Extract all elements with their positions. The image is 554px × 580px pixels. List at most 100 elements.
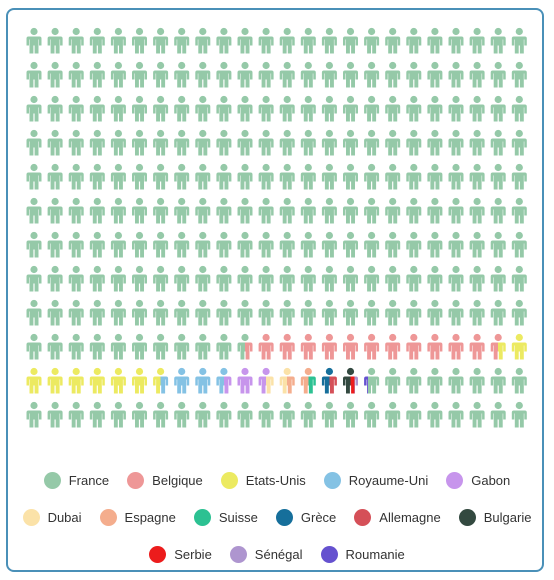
legend-label: Royaume-Uni — [348, 473, 429, 488]
person-icon — [195, 231, 211, 258]
person-icon — [490, 27, 506, 54]
person-icon — [427, 265, 443, 292]
person-icon — [406, 401, 422, 428]
person-icon — [406, 333, 422, 360]
person-icon — [237, 333, 253, 360]
legend-item-etats-unis[interactable]: Etats-Unis — [220, 472, 306, 489]
person-icon — [89, 95, 105, 122]
person-icon — [26, 299, 42, 326]
person-icon — [279, 333, 295, 360]
person-icon — [195, 367, 211, 394]
legend-item-serbie[interactable]: Serbie — [149, 546, 212, 563]
legend-item-senegal[interactable]: Sénégal — [229, 546, 303, 563]
person-icon — [195, 299, 211, 326]
person-icon — [174, 163, 190, 190]
legend-swatch — [149, 546, 167, 563]
legend-item-gabon[interactable]: Gabon — [446, 472, 510, 489]
person-icon — [448, 197, 464, 224]
person-icon — [216, 231, 232, 258]
person-icon — [300, 95, 316, 122]
person-icon — [47, 367, 63, 394]
person-icon — [110, 231, 126, 258]
person-icon — [300, 129, 316, 156]
person-icon — [68, 129, 84, 156]
person-icon — [469, 61, 485, 88]
person-icon — [89, 265, 105, 292]
legend-item-dubai[interactable]: Dubai — [22, 509, 82, 526]
person-icon — [174, 27, 190, 54]
legend-swatch — [354, 509, 372, 526]
person-icon — [279, 231, 295, 258]
person-icon — [321, 367, 337, 394]
person-icon — [364, 95, 380, 122]
legend-item-espagne[interactable]: Espagne — [99, 509, 176, 526]
person-icon — [385, 61, 401, 88]
person-icon — [406, 61, 422, 88]
person-icon — [300, 401, 316, 428]
person-icon — [490, 265, 506, 292]
legend-item-royaume-uni[interactable]: Royaume-Uni — [323, 472, 429, 489]
person-icon — [132, 129, 147, 156]
legend-swatch — [193, 509, 211, 526]
person-icon — [132, 367, 147, 394]
legend-item-belgique[interactable]: Belgique — [127, 472, 203, 489]
person-icon — [490, 299, 506, 326]
person-icon — [300, 231, 316, 258]
person-icon — [321, 163, 337, 190]
person-icon — [174, 95, 190, 122]
legend-item-suisse[interactable]: Suisse — [193, 509, 258, 526]
legend-label: Espagne — [124, 510, 176, 525]
legend-swatch — [275, 509, 293, 526]
person-icon — [216, 299, 232, 326]
person-icon — [385, 333, 401, 360]
person-icon — [364, 299, 380, 326]
legend-item-bulgarie[interactable]: Bulgarie — [458, 509, 531, 526]
person-icon — [343, 333, 358, 360]
person-icon — [343, 401, 358, 428]
person-icon — [68, 367, 84, 394]
person-icon — [132, 197, 147, 224]
person-icon — [448, 299, 464, 326]
person-icon — [490, 333, 506, 360]
person-icon — [258, 265, 274, 292]
legend-item-roumanie[interactable]: Roumanie — [320, 546, 405, 563]
person-icon — [279, 27, 295, 54]
person-icon — [469, 27, 485, 54]
legend-swatch — [99, 509, 117, 526]
person-icon — [47, 265, 63, 292]
person-icon — [364, 367, 380, 394]
person-icon — [26, 163, 42, 190]
person-icon — [258, 231, 274, 258]
person-icon — [216, 61, 232, 88]
person-icon — [68, 95, 84, 122]
legend-item-france[interactable]: France — [43, 472, 109, 489]
person-icon — [385, 401, 401, 428]
person-icon — [68, 333, 84, 360]
person-icon — [153, 401, 169, 428]
person-icon — [26, 231, 42, 258]
person-icon — [364, 333, 380, 360]
person-icon — [321, 27, 337, 54]
person-icon — [469, 95, 485, 122]
person-icon — [89, 333, 105, 360]
person-icon — [279, 197, 295, 224]
person-icon — [511, 333, 527, 360]
person-icon — [300, 61, 316, 88]
person-icon — [490, 163, 506, 190]
person-icon — [216, 129, 232, 156]
legend-item-allemagne[interactable]: Allemagne — [354, 509, 441, 526]
legend-swatch — [127, 472, 145, 489]
person-icon — [364, 197, 380, 224]
person-icon — [385, 95, 401, 122]
person-icon — [258, 129, 274, 156]
person-icon — [132, 95, 147, 122]
person-icon — [406, 367, 422, 394]
person-icon — [195, 61, 211, 88]
person-icon — [132, 401, 147, 428]
person-icon — [343, 27, 358, 54]
person-icon — [110, 95, 126, 122]
legend-row: Dubai Espagne Suisse Grèce Allemagne Bul… — [10, 499, 544, 536]
person-icon — [153, 95, 169, 122]
legend-item-grece[interactable]: Grèce — [275, 509, 336, 526]
person-icon — [300, 163, 316, 190]
